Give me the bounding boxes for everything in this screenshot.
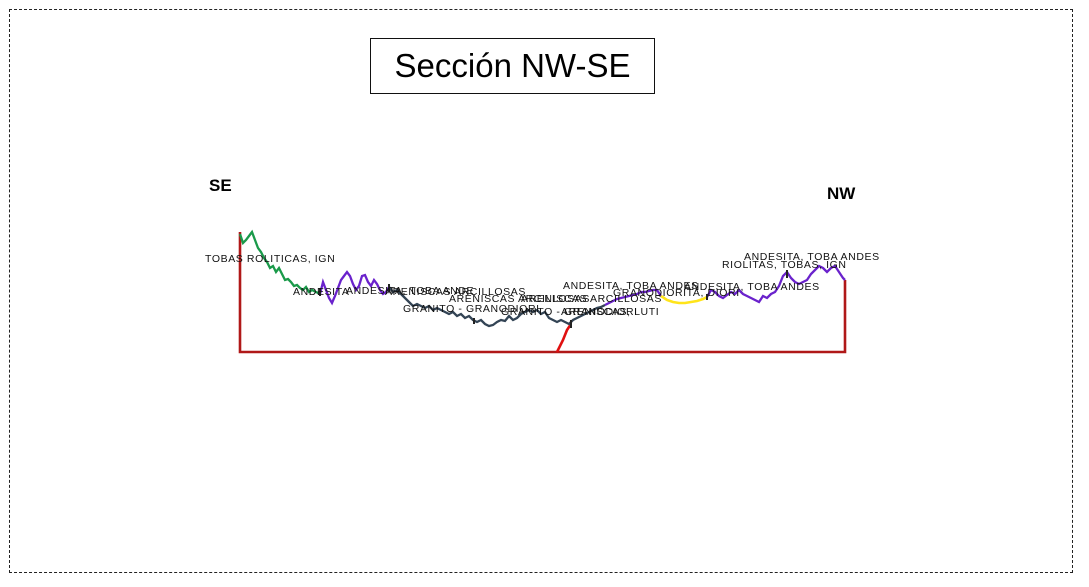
- unit-label: ANDESITA, TOBA ANDES: [563, 280, 699, 292]
- unit-label: TOBAS ROLITICAS, IGN: [205, 253, 335, 265]
- unit-label: ARENISCAS, LUTI: [561, 306, 659, 318]
- unit-label: ANDESITA, TOBA ANDES: [684, 281, 820, 293]
- unit-label: ANDESITA, TOBA ANDE: [346, 285, 474, 297]
- section-title: Sección NW-SE: [370, 38, 655, 94]
- unit-label: GRANITO - GRANODIORI: [403, 303, 540, 315]
- unit-label: ARENISCAS ARCILLOSAS: [385, 286, 526, 298]
- profile-segment-andesita-middle: [604, 288, 662, 307]
- unit-label: ANDESITA: [293, 286, 350, 298]
- unit-label: GRANODIORITA, DIORI: [613, 287, 740, 299]
- unit-label: GRANITO - GRANODIORI: [501, 306, 638, 318]
- diagram-frame: [9, 9, 1073, 573]
- unit-label: ARENISCAS ARCILLOSAS: [449, 293, 590, 305]
- profile-segment-areniscas: [388, 286, 606, 328]
- direction-label-nw: NW: [827, 184, 856, 203]
- unit-label: RIOLITAS, TOBAS, IGN: [722, 259, 847, 271]
- fault-line: [555, 323, 573, 353]
- profile-segment-tobas-rioliticas: [238, 229, 321, 296]
- direction-label-se: SE: [209, 176, 232, 195]
- section-base-line: [238, 232, 847, 354]
- profile-segment-andesita-left: [318, 270, 390, 306]
- unit-label: ARENISCAS ARCILLOSAS: [521, 293, 662, 305]
- profile-segment-granodiorita: [660, 294, 708, 305]
- profile-segment-andesita-right: [706, 264, 846, 304]
- unit-label: ANDESITA, TOBA ANDES: [744, 251, 880, 263]
